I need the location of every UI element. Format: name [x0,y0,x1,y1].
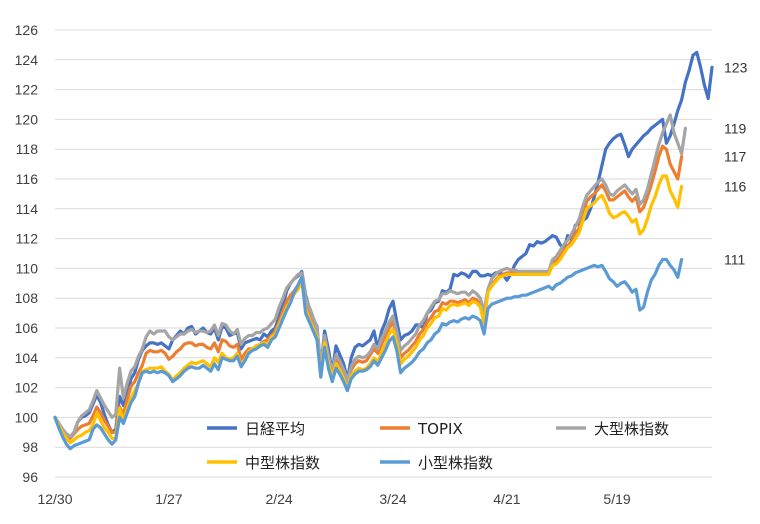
x-tick-label: 12/30 [37,491,72,507]
x-tick-label: 2/24 [265,491,292,507]
legend-label-4: 小型株指数 [418,454,493,472]
y-tick-label: 112 [16,231,39,247]
y-tick-label: 116 [16,171,39,187]
y-tick-label: 102 [15,380,39,396]
series-line-3 [53,174,684,445]
series-lines [53,50,714,451]
y-tick-label: 100 [15,409,39,425]
y-tick-label: 124 [15,52,39,68]
end-label-4: 111 [724,251,745,267]
y-axis: 96 98 100 102 104 106 108 110 112 114 116 118 120 122… [15,22,39,485]
x-tick-label: 4/21 [493,491,520,507]
end-value-labels: 123 117 119 116 111 [724,59,748,267]
series-line-1 [53,144,684,440]
legend-label-1: TOPIX [417,420,463,438]
series-line-0 [53,50,714,439]
y-tick-label: 98 [22,439,38,455]
end-label-0: 123 [724,59,748,75]
y-tick-label: 104 [15,350,39,366]
gridlines [55,29,712,478]
legend-label-0: 日経平均 [245,420,305,438]
end-label-3: 116 [724,178,747,194]
y-tick-label: 120 [15,111,39,127]
x-tick-label: 1/27 [155,491,182,507]
legend-label-3: 中型株指数 [245,454,320,472]
y-tick-label: 114 [16,201,39,217]
y-tick-label: 108 [15,290,39,306]
series-line-2 [53,113,688,439]
y-tick-label: 110 [16,260,39,276]
y-tick-label: 106 [15,320,39,336]
x-axis: 12/30 1/27 2/24 3/24 4/21 5/19 [37,491,630,507]
legend-label-2: 大型株指数 [594,420,669,438]
series-line-4 [53,257,684,451]
y-tick-label: 96 [22,469,38,485]
end-label-1: 117 [724,149,747,165]
end-label-2: 119 [724,120,747,136]
y-tick-label: 118 [16,141,39,157]
y-tick-label: 122 [15,82,39,98]
y-tick-label: 126 [15,22,39,38]
x-tick-label: 3/24 [379,491,406,507]
x-tick-label: 5/19 [603,491,630,507]
